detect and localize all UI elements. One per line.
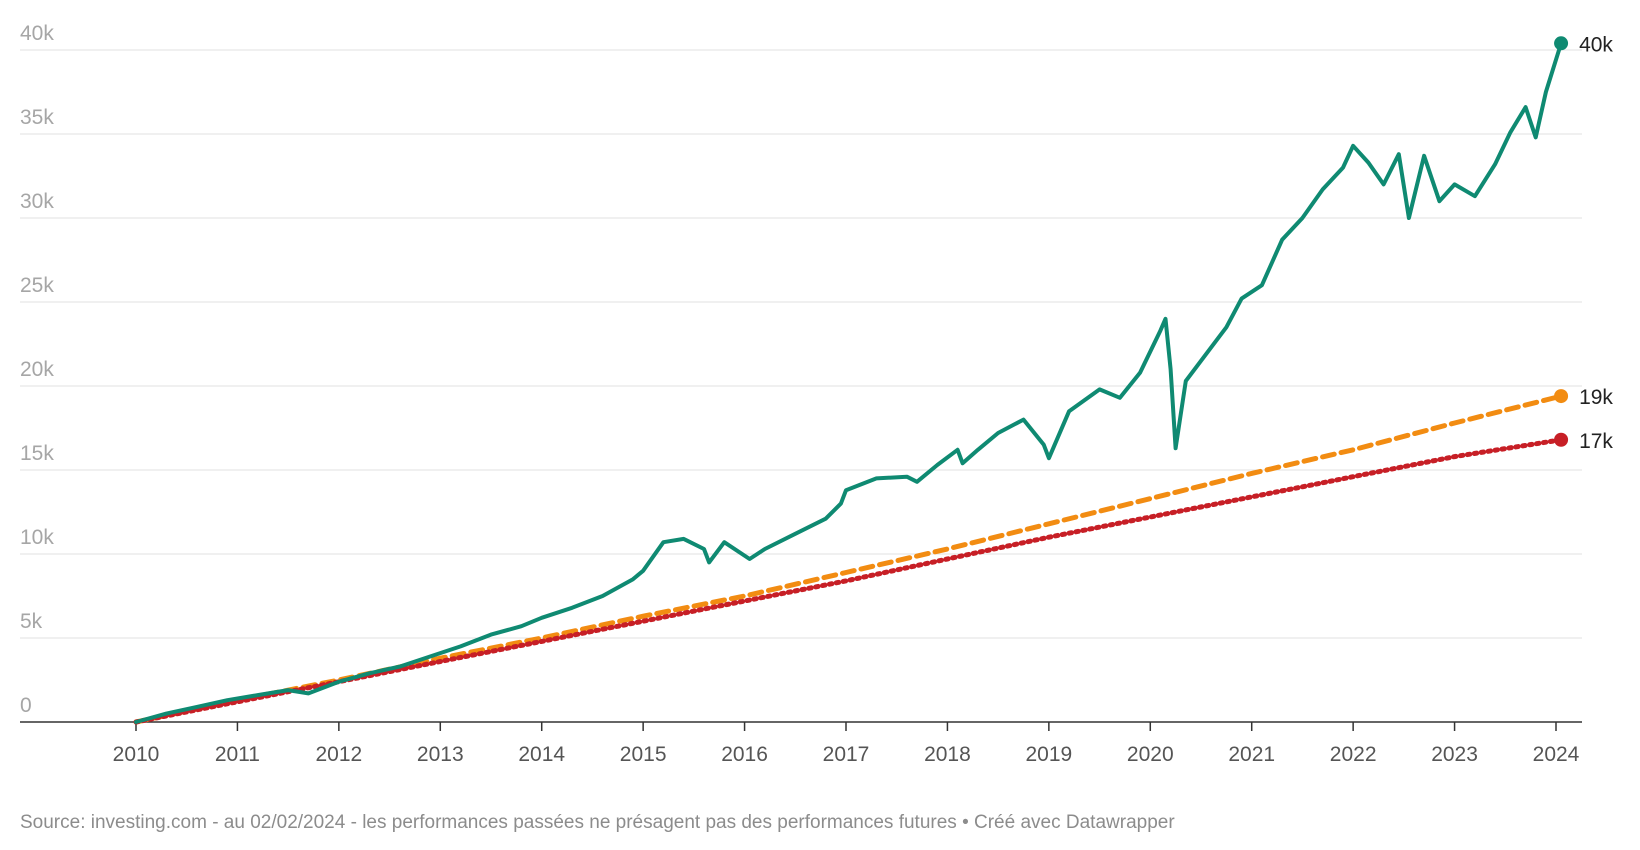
y-tick-label: 35k — [20, 106, 54, 129]
y-tick-label: 10k — [20, 526, 54, 549]
y-tick-label: 5k — [20, 610, 43, 633]
x-tick-label: 2010 — [113, 743, 160, 766]
x-tick-label: 2024 — [1533, 743, 1580, 766]
x-tick-label: 2023 — [1431, 743, 1478, 766]
y-tick-label: 20k — [20, 358, 54, 381]
x-tick-label: 2014 — [518, 743, 565, 766]
y-tick-label: 40k — [20, 22, 54, 45]
source-note: Source: investing.com - au 02/02/2024 - … — [20, 812, 1175, 833]
x-tick-label: 2018 — [924, 743, 971, 766]
x-tick-label: 2020 — [1127, 743, 1174, 766]
series-line-dotted — [133, 437, 1564, 725]
gridlines — [20, 49, 1582, 639]
x-tick-label: 2019 — [1025, 743, 1072, 766]
series-end-label: 40k — [1579, 33, 1613, 56]
series-end-marker — [1554, 36, 1569, 51]
series-end-label: 17k — [1579, 430, 1613, 453]
y-tick-label: 30k — [20, 190, 54, 213]
series-line-dashed — [133, 393, 1564, 725]
y-tick-label: 0 — [20, 694, 32, 717]
y-tick-label: 15k — [20, 442, 54, 465]
series-line-solid — [134, 41, 1564, 724]
x-tick-label: 2011 — [215, 743, 260, 766]
series-end-marker — [1554, 389, 1569, 404]
series-end-marker — [1554, 432, 1569, 447]
y-tick-label: 25k — [20, 274, 54, 297]
x-tick-label: 2015 — [620, 743, 667, 766]
x-tick-label: 2017 — [823, 743, 870, 766]
x-tick-label: 2016 — [721, 743, 768, 766]
x-axis: 2010 2011 2012 2013 2014 2015 2016 2017 2018 2019… — [20, 721, 1582, 766]
x-tick-label: 2021 — [1228, 743, 1275, 766]
x-tick-label: 2022 — [1330, 743, 1377, 766]
series-end-markers: 40k 19k 17k — [1554, 33, 1613, 453]
series-end-label: 19k — [1579, 386, 1613, 409]
series-lines — [133, 41, 1564, 725]
x-tick-label: 2013 — [417, 743, 464, 766]
x-tick-label: 2012 — [315, 743, 362, 766]
y-axis-tick-labels: 0 5k 10k 15k 20k 25k 30k 35k 40k — [20, 22, 54, 717]
